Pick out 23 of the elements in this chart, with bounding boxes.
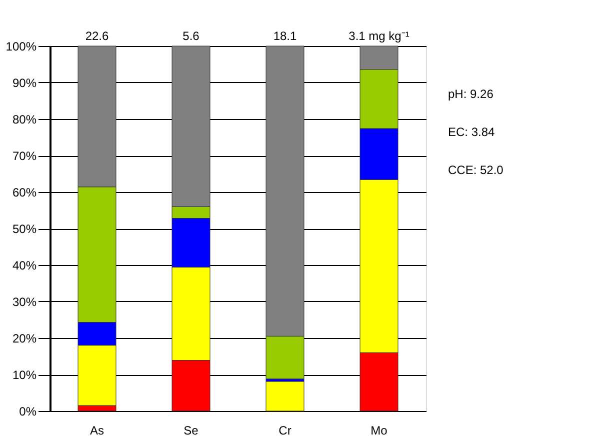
x-tick-label: Mo — [370, 424, 388, 438]
y-tick-label: 70% — [12, 149, 37, 163]
text: CCE: 52.0 — [448, 163, 504, 177]
x-tick-label: As — [90, 424, 104, 438]
y-tick-label: 90% — [12, 76, 37, 90]
text: EC: 3.84 — [448, 125, 496, 139]
y-tick-label: 20% — [12, 332, 37, 346]
bar — [266, 381, 304, 412]
y-tick-label: 0% — [19, 404, 37, 418]
y-tick-label: 80% — [12, 112, 37, 126]
annotation: 3.1 mg kg⁻¹ — [348, 29, 410, 43]
annotation: 18.1 — [273, 29, 297, 43]
annotation: 5.6 — [182, 29, 200, 43]
y-tick-label: 30% — [12, 295, 37, 309]
x-tick-label: Se — [184, 424, 199, 438]
y-tick-label: 40% — [12, 258, 37, 272]
y-tick-label: 50% — [12, 222, 37, 236]
y-tick-label: 60% — [12, 186, 37, 200]
y-tick-label: 10% — [12, 368, 37, 382]
text: pH: 9.26 — [448, 87, 494, 101]
annotation: 22.6 — [85, 29, 109, 43]
y-tick-label: 100% — [6, 40, 37, 54]
x-tick-label: Cr — [278, 424, 292, 438]
